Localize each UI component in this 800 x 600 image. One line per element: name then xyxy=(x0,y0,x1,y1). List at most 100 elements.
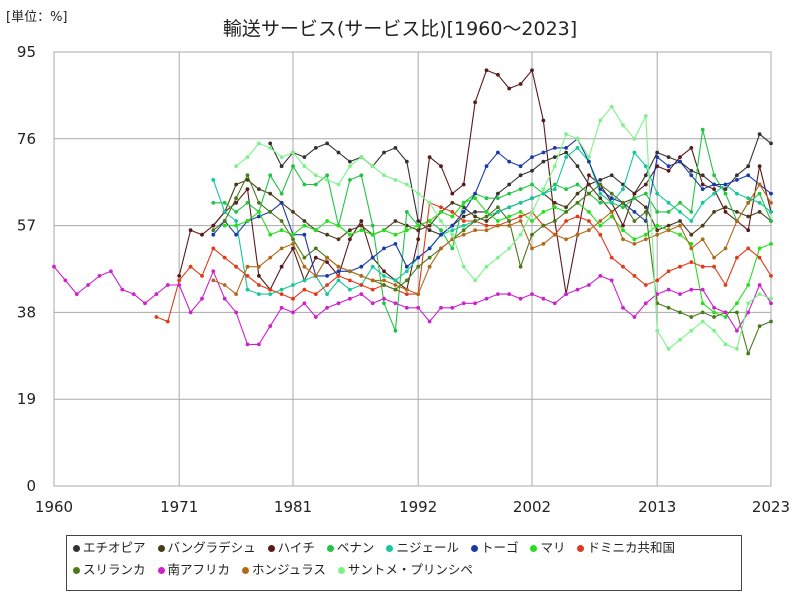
data-point xyxy=(52,264,56,269)
data-point xyxy=(302,287,307,292)
data-point xyxy=(473,214,477,219)
data-point xyxy=(700,127,705,132)
data-point xyxy=(416,223,421,228)
data-point xyxy=(245,287,250,292)
data-point xyxy=(222,210,227,214)
data-point xyxy=(518,264,523,269)
data-point xyxy=(587,219,591,223)
data-point xyxy=(461,182,466,187)
data-point xyxy=(234,219,239,223)
data-point xyxy=(746,196,751,201)
data-point xyxy=(245,264,250,269)
data-point xyxy=(427,155,432,160)
data-point xyxy=(427,255,432,260)
data-point xyxy=(700,319,705,324)
data-point xyxy=(655,155,660,160)
data-point xyxy=(689,246,694,251)
legend-dot-icon xyxy=(73,544,80,552)
y-tick-label: 76 xyxy=(17,130,36,148)
data-point xyxy=(313,246,318,251)
data-point xyxy=(598,219,603,223)
data-point xyxy=(86,283,90,287)
legend-label: ニジェール xyxy=(396,540,459,555)
data-point xyxy=(245,155,250,160)
data-point xyxy=(473,228,477,233)
data-point xyxy=(268,232,273,237)
data-point xyxy=(473,196,477,201)
data-point xyxy=(450,228,455,233)
data-point xyxy=(541,242,546,246)
data-point xyxy=(689,219,694,223)
data-point xyxy=(564,205,568,210)
data-point xyxy=(450,210,455,214)
data-point xyxy=(359,292,364,296)
data-point xyxy=(655,228,660,233)
data-point xyxy=(700,200,705,205)
data-point xyxy=(632,191,637,196)
data-point xyxy=(279,292,284,296)
data-point xyxy=(234,200,239,205)
data-point xyxy=(632,242,637,246)
data-point xyxy=(496,72,500,77)
data-point xyxy=(769,274,773,278)
data-point xyxy=(325,305,329,310)
data-point xyxy=(257,214,261,219)
data-point xyxy=(632,196,637,201)
data-point xyxy=(404,292,409,296)
y-tick-label: 95 xyxy=(17,43,36,61)
data-point xyxy=(211,269,216,274)
data-point xyxy=(723,283,728,287)
data-point xyxy=(359,283,364,287)
data-point xyxy=(291,246,295,251)
y-tick-label: 0 xyxy=(26,477,36,495)
data-point xyxy=(643,210,648,214)
data-point xyxy=(234,210,239,214)
data-point xyxy=(359,173,364,178)
data-point xyxy=(461,219,466,223)
data-point xyxy=(723,210,728,214)
data-point xyxy=(700,237,705,242)
data-point xyxy=(416,255,421,260)
data-point xyxy=(131,292,136,296)
data-point xyxy=(746,246,751,251)
legend-label: エチオピア xyxy=(83,540,146,555)
data-point xyxy=(211,228,216,233)
data-point xyxy=(518,200,523,205)
data-point xyxy=(496,196,500,201)
data-point xyxy=(484,210,489,214)
data-point xyxy=(507,223,512,228)
data-point xyxy=(393,278,398,283)
data-point xyxy=(393,287,398,292)
data-point xyxy=(211,223,216,228)
data-point xyxy=(473,100,477,105)
data-point xyxy=(257,210,261,214)
data-point xyxy=(279,200,284,205)
data-point xyxy=(439,210,443,214)
data-point xyxy=(507,214,512,219)
data-point xyxy=(507,159,512,164)
data-point xyxy=(655,210,660,214)
data-point xyxy=(279,305,284,310)
data-point xyxy=(518,296,523,301)
data-point xyxy=(757,210,762,214)
data-point xyxy=(154,315,159,319)
data-point xyxy=(757,182,762,187)
data-point xyxy=(268,324,273,328)
data-point xyxy=(325,274,329,278)
data-point xyxy=(723,205,728,210)
data-point xyxy=(291,310,295,315)
data-point xyxy=(427,319,432,324)
data-point xyxy=(348,164,352,169)
data-point xyxy=(746,351,751,356)
data-point xyxy=(393,178,398,182)
data-point xyxy=(666,164,671,169)
data-point xyxy=(222,219,227,223)
data-point xyxy=(336,223,341,228)
data-point xyxy=(348,228,352,233)
data-point xyxy=(507,86,512,91)
data-point xyxy=(541,159,546,164)
data-point xyxy=(461,228,466,233)
data-point xyxy=(757,132,762,137)
data-point xyxy=(370,287,375,292)
data-point xyxy=(165,319,170,324)
